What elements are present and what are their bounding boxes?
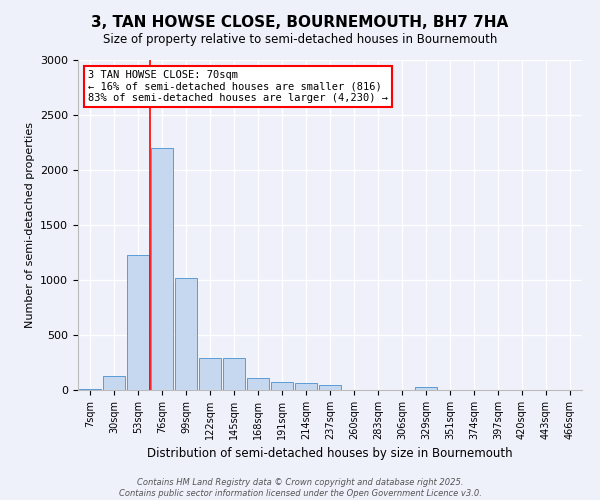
Text: 3, TAN HOWSE CLOSE, BOURNEMOUTH, BH7 7HA: 3, TAN HOWSE CLOSE, BOURNEMOUTH, BH7 7HA bbox=[91, 15, 509, 30]
Bar bbox=[199, 358, 221, 390]
Bar bbox=[415, 386, 437, 390]
Bar bbox=[223, 358, 245, 390]
Y-axis label: Number of semi-detached properties: Number of semi-detached properties bbox=[25, 122, 35, 328]
Text: 3 TAN HOWSE CLOSE: 70sqm
← 16% of semi-detached houses are smaller (816)
83% of : 3 TAN HOWSE CLOSE: 70sqm ← 16% of semi-d… bbox=[88, 70, 388, 103]
Text: Size of property relative to semi-detached houses in Bournemouth: Size of property relative to semi-detach… bbox=[103, 32, 497, 46]
Bar bbox=[295, 384, 317, 390]
Bar bbox=[247, 378, 269, 390]
Bar bbox=[127, 254, 149, 390]
Bar bbox=[319, 384, 341, 390]
Bar bbox=[271, 382, 293, 390]
Bar bbox=[79, 389, 101, 390]
Text: Contains HM Land Registry data © Crown copyright and database right 2025.
Contai: Contains HM Land Registry data © Crown c… bbox=[119, 478, 481, 498]
Bar bbox=[103, 376, 125, 390]
Bar bbox=[151, 148, 173, 390]
Bar bbox=[175, 278, 197, 390]
X-axis label: Distribution of semi-detached houses by size in Bournemouth: Distribution of semi-detached houses by … bbox=[147, 448, 513, 460]
